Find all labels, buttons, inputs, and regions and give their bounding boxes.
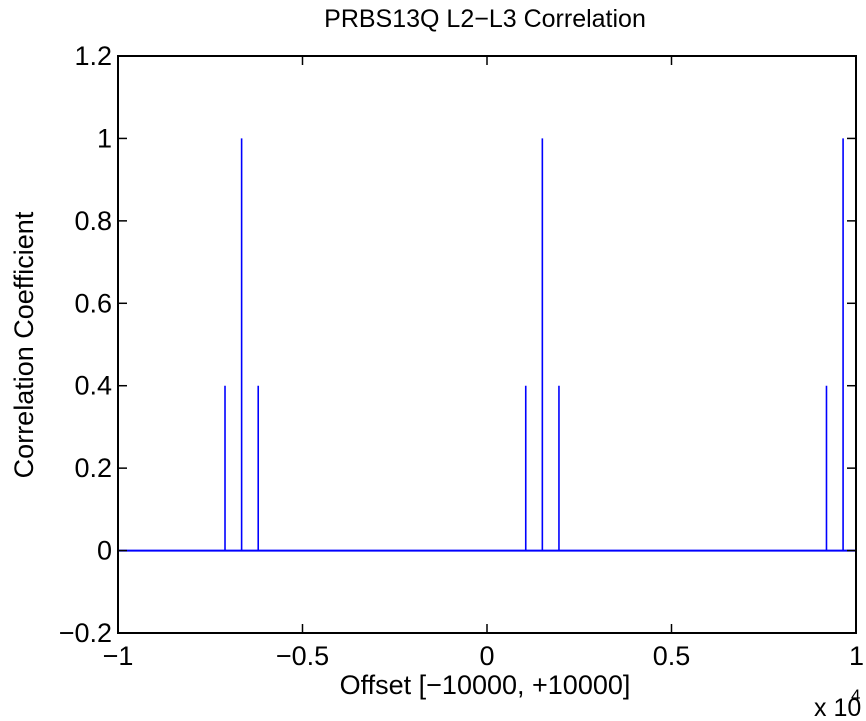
y-tick-label-4: 0.6	[74, 288, 112, 318]
x-axis-exponent-base: x 10	[814, 694, 861, 721]
y-tick-label-3: 0.4	[74, 371, 112, 401]
x-tick-label-3: 0.5	[653, 641, 691, 671]
y-tick-label-6: 1	[97, 123, 112, 153]
x-axis-exponent-power: 4	[851, 686, 860, 705]
y-tick-label-7: 1.2	[74, 41, 112, 71]
y-tick-label-2: 0.2	[74, 453, 112, 483]
plot-area	[118, 56, 856, 633]
y-tick-label-5: 0.8	[74, 206, 112, 236]
x-tick-label-0: −1	[103, 641, 134, 671]
y-axis: −0.2 0 0.2 0.4 0.6 0.8 1 1.2	[59, 41, 856, 648]
x-tick-label-1: −0.5	[276, 641, 329, 671]
y-axis-label: Correlation Coefficient	[9, 211, 39, 478]
chart-title: PRBS13Q L2−L3 Correlation	[324, 5, 646, 33]
y-tick-label-0: −0.2	[59, 618, 112, 648]
x-tick-label-4: 1	[849, 641, 864, 671]
x-axis: −1 −0.5 0 0.5 1	[103, 56, 864, 671]
x-axis-label: Offset [−10000, +10000]	[340, 670, 631, 700]
y-tick-label-1: 0	[97, 536, 112, 566]
x-tick-label-2: 0	[479, 641, 494, 671]
x-axis-exponent: x 10	[814, 694, 861, 721]
